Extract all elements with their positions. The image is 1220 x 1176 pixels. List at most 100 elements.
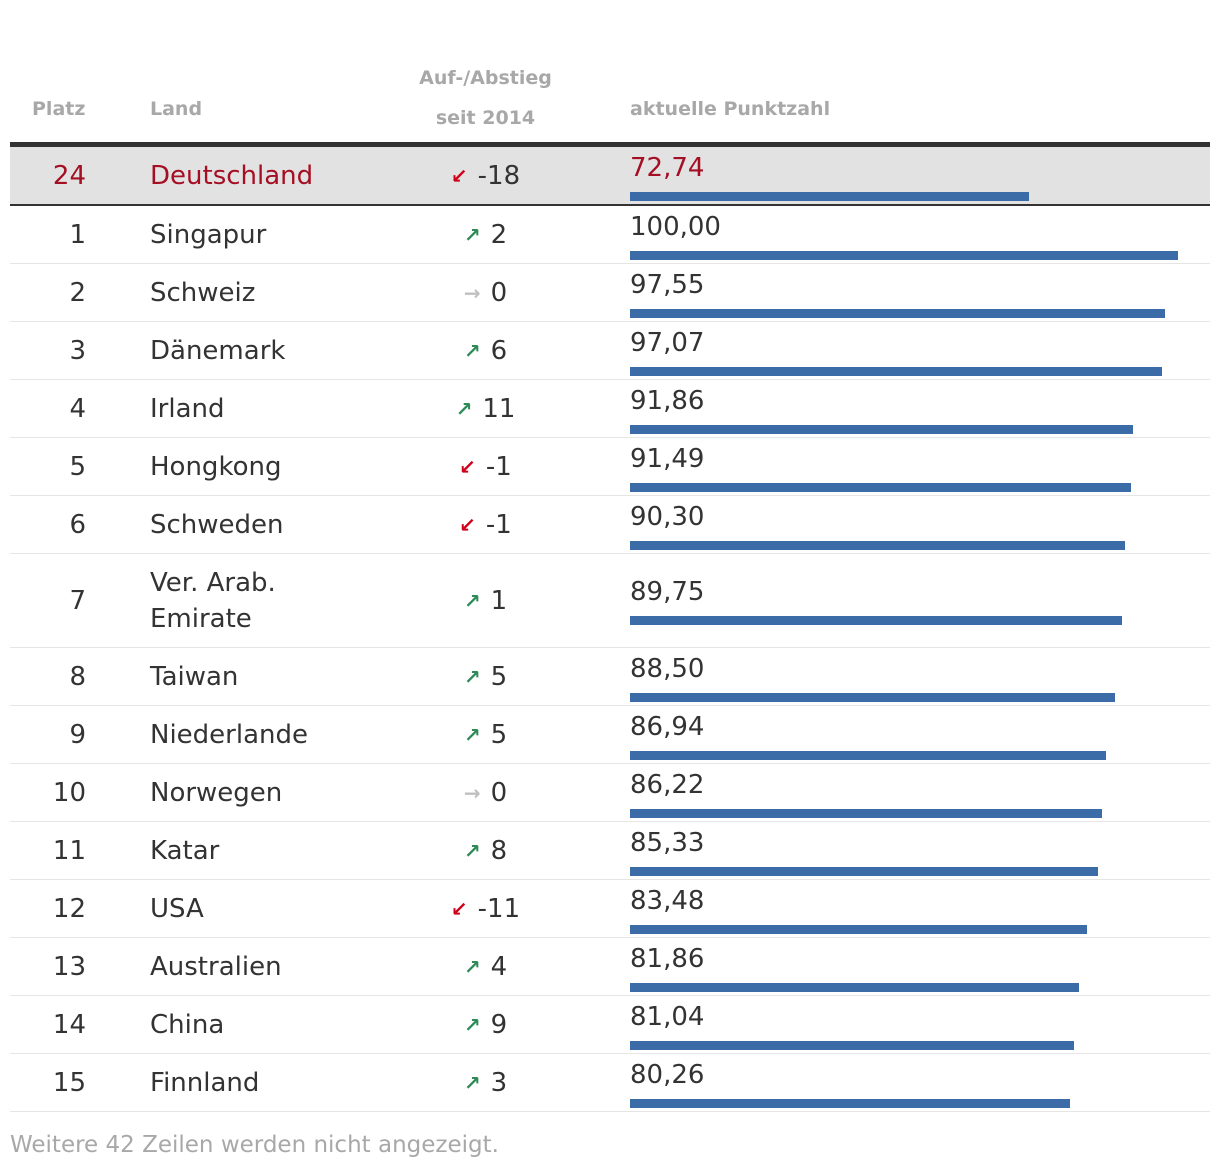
table-row[interactable]: 2 Schweiz → 0 97,55: [10, 264, 1210, 322]
score-cell: 86,22: [630, 764, 1210, 821]
arrow-down-left-icon: ↙: [459, 512, 476, 537]
score-value: 100,00: [630, 212, 721, 242]
score-bar: [630, 1099, 1070, 1108]
table-row[interactable]: 12 USA ↙ -11 83,48: [10, 880, 1210, 938]
score-value: 81,86: [630, 944, 705, 974]
change-value: 6: [490, 335, 508, 366]
header-change[interactable]: Auf-/Abstieg seit 2014: [410, 58, 561, 138]
table-row[interactable]: 3 Dänemark ↗ 6 97,07: [10, 322, 1210, 380]
score-value: 97,55: [630, 270, 705, 300]
rank-cell: 13: [52, 951, 86, 982]
change-cell: ↗ 8: [410, 822, 561, 879]
score-bar: [630, 541, 1125, 550]
country-cell: Deutschland: [150, 160, 314, 191]
change-cell: → 0: [410, 264, 561, 321]
header-country[interactable]: Land: [150, 98, 203, 120]
country-cell: Finnland: [150, 1067, 260, 1098]
country-cell: Schweiz: [150, 277, 256, 308]
arrow-down-left-icon: ↙: [450, 896, 468, 921]
rank-cell: 6: [69, 509, 86, 540]
score-bar: [630, 616, 1122, 625]
score-value: 90,30: [630, 502, 705, 532]
score-cell: 91,49: [630, 438, 1210, 495]
country-cell: Katar: [150, 835, 220, 866]
country-cell: Irland: [150, 393, 225, 424]
score-bar: [630, 925, 1087, 934]
score-value: 86,22: [630, 770, 705, 800]
score-cell: 97,55: [630, 264, 1210, 321]
score-cell: 88,50: [630, 648, 1210, 705]
table-row[interactable]: 4 Irland ↗ 11 91,86: [10, 380, 1210, 438]
table-row[interactable]: 14 China ↗ 9 81,04: [10, 996, 1210, 1054]
score-bar: [630, 367, 1162, 376]
change-cell: ↗ 5: [410, 648, 561, 705]
arrow-up-right-icon: ↗: [455, 396, 473, 421]
table-row[interactable]: 7 Ver. Arab. Emirate ↗ 1 89,75: [10, 554, 1210, 648]
change-value: -11: [477, 893, 521, 924]
rank-cell: 15: [52, 1067, 86, 1098]
table-row[interactable]: 13 Australien ↗ 4 81,86: [10, 938, 1210, 996]
change-value: 11: [482, 393, 516, 424]
rank-cell: 12: [52, 893, 86, 924]
score-bar: [630, 751, 1106, 760]
country-cell: Hongkong: [150, 451, 282, 482]
rank-cell: 24: [52, 160, 86, 191]
rank-cell: 1: [69, 219, 86, 250]
arrow-up-right-icon: ↗: [463, 664, 481, 689]
table-row[interactable]: 9 Niederlande ↗ 5 86,94: [10, 706, 1210, 764]
rank-cell: 14: [52, 1009, 86, 1040]
table-row[interactable]: 10 Norwegen → 0 86,22: [10, 764, 1210, 822]
score-bar: [630, 809, 1102, 818]
change-value: 3: [490, 1067, 508, 1098]
change-cell: ↗ 11: [410, 380, 561, 437]
rank-cell: 7: [69, 585, 86, 616]
change-value: 0: [490, 277, 508, 308]
table-row[interactable]: 11 Katar ↗ 8 85,33: [10, 822, 1210, 880]
score-bar: [630, 483, 1131, 492]
table-row[interactable]: 1 Singapur ↗ 2 100,00: [10, 206, 1210, 264]
score-bar: [630, 309, 1165, 318]
table-row[interactable]: 15 Finnland ↗ 3 80,26: [10, 1054, 1210, 1112]
change-value: -1: [485, 509, 512, 540]
change-value: 1: [490, 585, 508, 616]
arrow-right-icon: →: [463, 280, 481, 305]
country-cell: China: [150, 1009, 225, 1040]
country-cell: Singapur: [150, 219, 267, 250]
more-rows-note: Weitere 42 Zeilen werden nicht angezeigt…: [10, 1132, 499, 1158]
change-cell: → 0: [410, 764, 561, 821]
table-row[interactable]: 6 Schweden ↙ -1 90,30: [10, 496, 1210, 554]
table-row[interactable]: 5 Hongkong ↙ -1 91,49: [10, 438, 1210, 496]
score-cell: 80,26: [630, 1054, 1210, 1111]
change-value: 5: [490, 661, 508, 692]
change-cell: ↗ 5: [410, 706, 561, 763]
score-bar: [630, 192, 1029, 201]
country-cell: Australien: [150, 951, 282, 982]
change-value: 2: [490, 219, 508, 250]
score-value: 86,94: [630, 712, 705, 742]
score-value: 91,86: [630, 386, 705, 416]
change-value: 9: [490, 1009, 508, 1040]
arrow-up-right-icon: ↗: [463, 954, 481, 979]
score-bar: [630, 425, 1133, 434]
rank-cell: 4: [69, 393, 86, 424]
table-row[interactable]: 8 Taiwan ↗ 5 88,50: [10, 648, 1210, 706]
arrow-up-right-icon: ↗: [463, 588, 481, 613]
score-bar: [630, 251, 1178, 260]
arrow-right-icon: →: [463, 780, 481, 805]
score-cell: 86,94: [630, 706, 1210, 763]
rank-cell: 5: [69, 451, 86, 482]
score-bar: [630, 867, 1098, 876]
header-score[interactable]: aktuelle Punktzahl: [630, 98, 831, 120]
change-value: -18: [477, 160, 521, 191]
arrow-up-right-icon: ↗: [463, 838, 481, 863]
highlighted-row[interactable]: 24 Deutschland ↙ -18 72,74: [10, 147, 1210, 206]
score-cell: 100,00: [630, 206, 1210, 263]
change-value: 8: [490, 835, 508, 866]
header-rank[interactable]: Platz: [32, 98, 86, 120]
score-cell: 97,07: [630, 322, 1210, 379]
score-cell: 83,48: [630, 880, 1210, 937]
country-cell: Taiwan: [150, 661, 239, 692]
score-value: 72,74: [630, 153, 705, 183]
country-cell: Niederlande: [150, 719, 308, 750]
score-cell: 85,33: [630, 822, 1210, 879]
